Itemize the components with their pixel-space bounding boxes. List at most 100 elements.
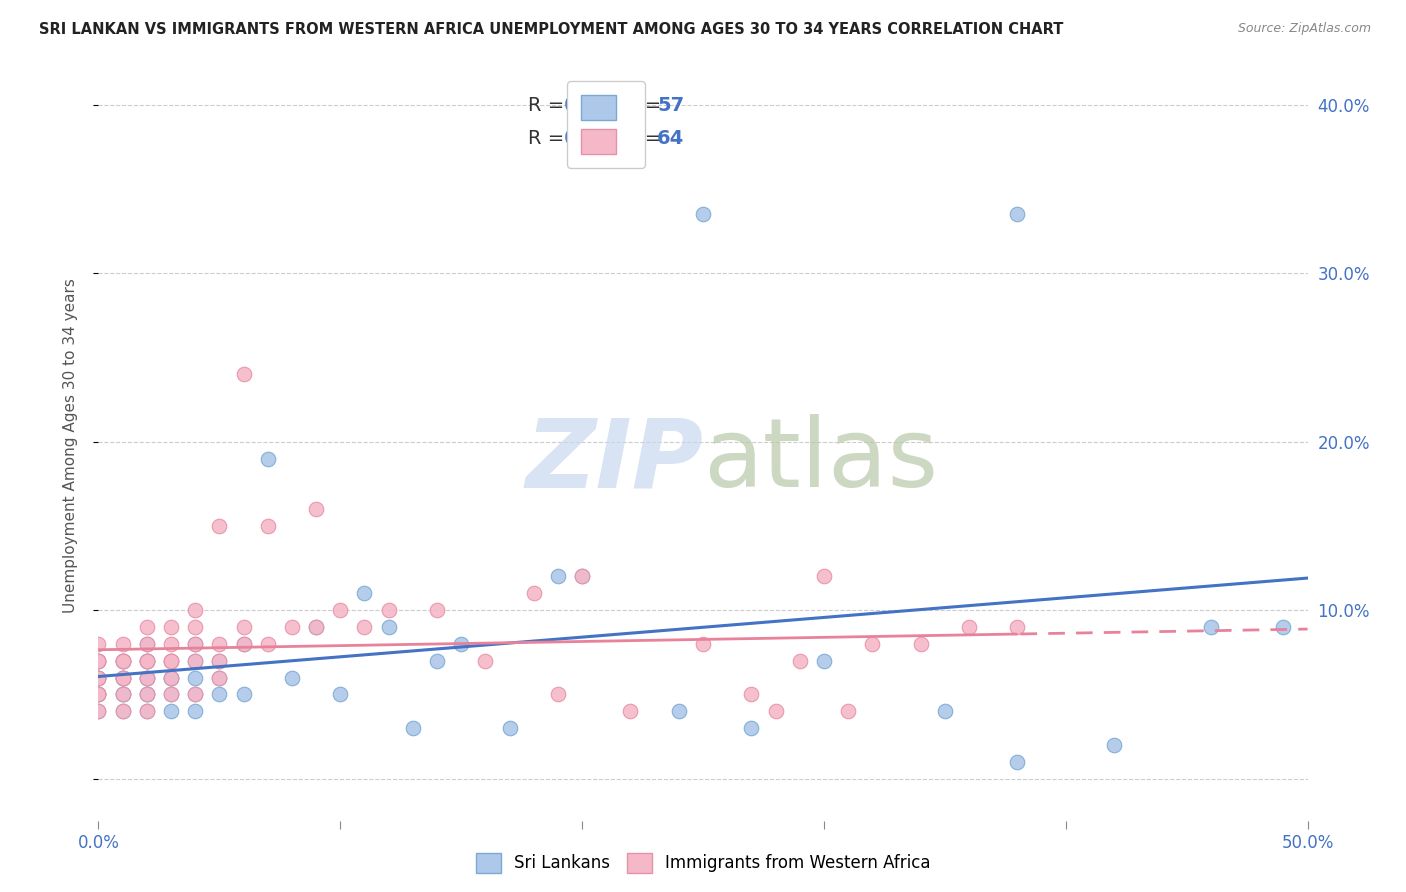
Point — [87, 654, 110, 668]
Point — [232, 368, 254, 382]
Point — [160, 671, 183, 685]
Text: ZIP: ZIP — [524, 415, 703, 508]
Point — [1199, 620, 1222, 634]
Point — [111, 654, 134, 668]
Point — [305, 502, 328, 516]
Point — [256, 451, 278, 466]
Point — [860, 637, 883, 651]
Point — [329, 603, 352, 617]
Point — [498, 721, 520, 735]
Point — [135, 637, 157, 651]
Point — [957, 620, 980, 634]
Point — [208, 687, 231, 701]
Point — [402, 721, 425, 735]
Point — [111, 687, 134, 701]
Point — [160, 637, 183, 651]
Point — [208, 654, 231, 668]
Point — [87, 704, 110, 718]
Point — [184, 671, 207, 685]
Point — [111, 704, 134, 718]
Text: Source: ZipAtlas.com: Source: ZipAtlas.com — [1237, 22, 1371, 36]
Point — [208, 519, 231, 533]
Point — [547, 687, 569, 701]
Point — [87, 654, 110, 668]
Text: 57: 57 — [657, 95, 685, 114]
Point — [87, 687, 110, 701]
Legend: , : , — [568, 81, 645, 168]
Point — [111, 671, 134, 685]
Text: R =: R = — [527, 129, 571, 148]
Point — [87, 687, 110, 701]
Point — [87, 654, 110, 668]
Point — [135, 637, 157, 651]
Point — [135, 620, 157, 634]
Point — [232, 637, 254, 651]
Point — [208, 637, 231, 651]
Point — [305, 620, 328, 634]
Point — [1007, 755, 1029, 769]
Point — [160, 620, 183, 634]
Point — [813, 569, 835, 583]
Point — [813, 654, 835, 668]
Point — [232, 687, 254, 701]
Point — [160, 687, 183, 701]
Point — [111, 687, 134, 701]
Point — [281, 620, 304, 634]
Point — [135, 687, 157, 701]
Point — [135, 704, 157, 718]
Point — [740, 687, 762, 701]
Point — [111, 654, 134, 668]
Point — [135, 687, 157, 701]
Point — [377, 620, 399, 634]
Point — [329, 687, 352, 701]
Point — [87, 671, 110, 685]
Point — [910, 637, 932, 651]
Point — [426, 654, 449, 668]
Point — [232, 620, 254, 634]
Point — [1102, 738, 1125, 752]
Point — [111, 637, 134, 651]
Point — [184, 687, 207, 701]
Point — [184, 687, 207, 701]
Point — [571, 569, 593, 583]
Point — [692, 207, 714, 221]
Point — [87, 687, 110, 701]
Text: SRI LANKAN VS IMMIGRANTS FROM WESTERN AFRICA UNEMPLOYMENT AMONG AGES 30 TO 34 YE: SRI LANKAN VS IMMIGRANTS FROM WESTERN AF… — [39, 22, 1064, 37]
Point — [184, 637, 207, 651]
Point — [111, 654, 134, 668]
Point — [208, 671, 231, 685]
Point — [135, 687, 157, 701]
Point — [135, 654, 157, 668]
Point — [353, 586, 375, 600]
Point — [135, 671, 157, 685]
Point — [1272, 620, 1295, 634]
Point — [281, 671, 304, 685]
Point — [184, 603, 207, 617]
Point — [111, 671, 134, 685]
Point — [377, 603, 399, 617]
Point — [160, 704, 183, 718]
Y-axis label: Unemployment Among Ages 30 to 34 years: Unemployment Among Ages 30 to 34 years — [63, 278, 77, 614]
Point — [934, 704, 956, 718]
Point — [87, 671, 110, 685]
Point — [111, 671, 134, 685]
Point — [547, 569, 569, 583]
Point — [160, 654, 183, 668]
Point — [740, 721, 762, 735]
Point — [426, 603, 449, 617]
Point — [184, 654, 207, 668]
Point — [160, 654, 183, 668]
Point — [668, 704, 690, 718]
Point — [135, 654, 157, 668]
Point — [184, 654, 207, 668]
Point — [450, 637, 472, 651]
Point — [1007, 620, 1029, 634]
Point — [87, 637, 110, 651]
Text: atlas: atlas — [703, 415, 938, 508]
Point — [87, 671, 110, 685]
Point — [111, 671, 134, 685]
Text: R =: R = — [527, 95, 571, 114]
Point — [111, 654, 134, 668]
Point — [111, 687, 134, 701]
Point — [135, 671, 157, 685]
